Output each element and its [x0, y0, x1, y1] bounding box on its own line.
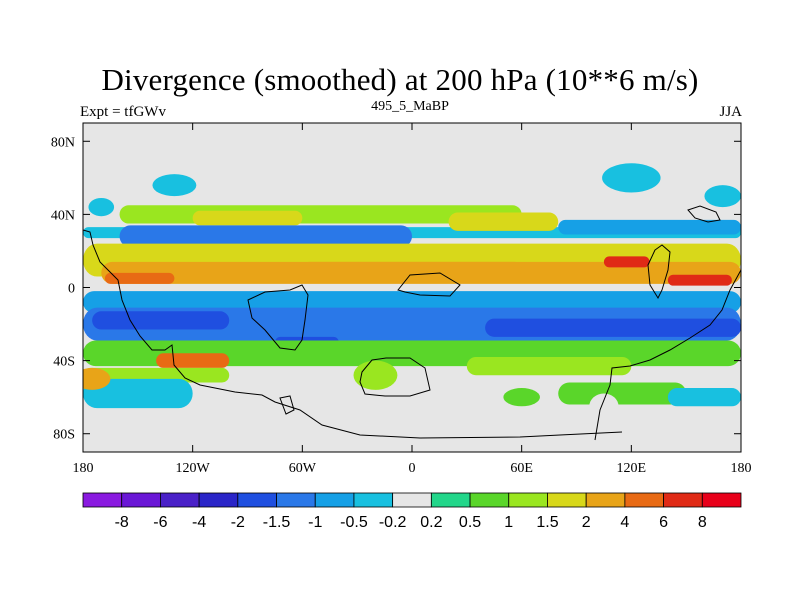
colorbar-label: 4 — [620, 514, 629, 531]
coastline-japan — [687, 205, 721, 223]
colorbar-swatch — [663, 492, 703, 508]
colorbar-label: 1 — [504, 514, 513, 531]
coastline-asia — [594, 269, 741, 441]
colorbar-label: -1 — [308, 514, 322, 531]
divergence-blob-1 — [602, 163, 661, 193]
colorbar: -8 -6 -4 -2 -1.5 -1 -0.5 -0.2 0.2 0.5 1 1.5 2 4 6 8 — [82, 492, 742, 531]
divergence-band-15 — [485, 318, 741, 337]
colorbar-swatch — [160, 492, 200, 508]
colorbar-label: 0.2 — [420, 514, 442, 531]
chart-title: Divergence (smoothed) at 200 hPa (10**6 … — [101, 62, 699, 97]
divergence-band-23 — [667, 388, 741, 407]
experiment-label: Expt = tfGWv — [80, 104, 166, 120]
colorbar-label: -0.5 — [340, 514, 368, 531]
map-axes: 180 120W 60W 0 60E 120E 180 80N 40N 0 40S 80S — [51, 123, 752, 476]
divergence-band-10 — [603, 256, 650, 268]
colorbar-swatch — [585, 492, 626, 508]
colorbar-swatch — [547, 492, 587, 508]
colorbar-label: 8 — [698, 514, 707, 531]
y-tick-label: 40S — [53, 355, 75, 370]
divergence-band-4 — [558, 219, 741, 235]
x-tick-label: 120E — [617, 461, 647, 476]
colorbar-swatch — [121, 492, 161, 508]
colorbar-swatch — [508, 492, 548, 508]
y-tick-label: 80N — [51, 135, 75, 150]
coastline-americas — [83, 229, 623, 439]
colorbar-label: -4 — [192, 514, 206, 531]
colorbar-swatch — [237, 492, 277, 508]
x-tick-label: 120W — [176, 461, 211, 476]
colorbar-label: 0.5 — [459, 514, 481, 531]
divergence-blob-3 — [88, 197, 115, 217]
x-tick-label: 180 — [73, 461, 94, 476]
divergence-band-8 — [104, 272, 175, 284]
divergence-blob-0 — [152, 174, 197, 197]
colorbar-swatch — [198, 492, 239, 508]
colorbar-swatch — [82, 492, 123, 508]
divergence-band-2 — [192, 210, 303, 226]
divergence-band-5 — [119, 225, 413, 248]
colorbar-label: -1.5 — [263, 514, 291, 531]
y-tick-label: 40N — [51, 208, 75, 223]
divergence-band-22 — [558, 382, 687, 405]
divergence-band-21 — [83, 378, 193, 409]
divergence-blob-4 — [503, 388, 540, 407]
colorbar-swatch — [469, 492, 510, 508]
colorbar-swatch — [392, 492, 432, 508]
coastline-east-asia — [647, 244, 671, 300]
coastline-antarctic-peninsula — [279, 395, 295, 415]
divergence-blob-2 — [704, 185, 741, 208]
colorbar-label: -2 — [231, 514, 245, 531]
divergence-field — [83, 123, 741, 452]
colorbar-swatch — [701, 492, 742, 508]
colorbar-label: -6 — [153, 514, 167, 531]
x-tick-label: 180 — [731, 461, 752, 476]
coastline-africa-south — [359, 357, 431, 397]
x-tick-label: 60E — [510, 461, 533, 476]
colorbar-label: -8 — [115, 514, 129, 531]
colorbar-swatch — [353, 492, 394, 508]
coastline-africa — [397, 272, 461, 297]
divergence-band-14 — [92, 311, 230, 330]
divergence-blob-6 — [589, 393, 619, 420]
x-tick-label: 0 — [409, 461, 416, 476]
colorbar-swatch — [276, 492, 316, 508]
divergence-band-19 — [466, 356, 632, 376]
divergence-band-11 — [667, 274, 732, 286]
colorbar-label: 6 — [659, 514, 668, 531]
y-tick-label: 0 — [68, 282, 75, 297]
y-tick-label: 80S — [53, 428, 75, 443]
divergence-band-3 — [448, 212, 559, 231]
colorbar-label: -0.2 — [379, 514, 407, 531]
season-label: JJA — [719, 104, 742, 120]
divergence-band-12 — [83, 291, 741, 314]
colorbar-label: 1.5 — [536, 514, 558, 531]
colorbar-swatch — [314, 492, 355, 508]
colorbar-swatch — [430, 492, 471, 508]
paleo-coastlines — [83, 205, 741, 441]
divergence-band-9 — [302, 261, 522, 277]
divergence-blob-7 — [83, 367, 111, 390]
colorbar-swatch — [624, 492, 664, 508]
coastline-south-america — [247, 284, 309, 351]
divergence-blob-5 — [353, 360, 398, 390]
x-tick-label: 60W — [289, 461, 317, 476]
colorbar-label: 2 — [582, 514, 591, 531]
divergence-band-18 — [156, 353, 230, 368]
case-label: 495_5_MaBP — [371, 99, 449, 114]
